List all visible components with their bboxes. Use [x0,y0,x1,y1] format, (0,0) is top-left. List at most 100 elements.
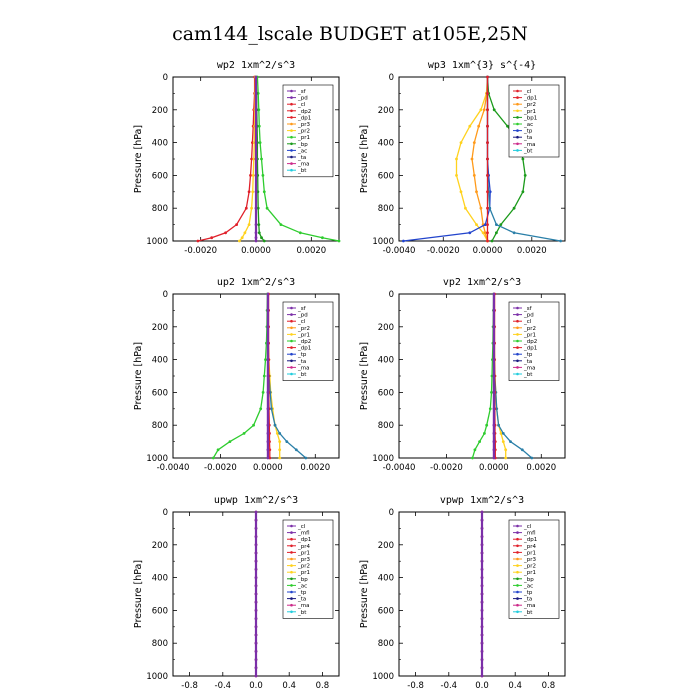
legend-marker [516,142,519,146]
legend-label: _cl [523,89,532,95]
legend-marker [290,584,293,587]
legend-marker [516,537,519,541]
legend-label: _mfl [297,531,310,537]
legend-label: _ta [297,597,306,603]
series-point [488,407,492,411]
series-point [266,358,270,361]
legend-marker [516,96,519,99]
series-point [480,674,484,678]
legend-label: _bt [523,372,533,378]
legend-marker [516,603,519,607]
series-point [512,206,516,210]
series-point [254,641,258,645]
series-cl [486,75,489,243]
series-point [492,391,496,394]
series-point [480,584,484,588]
series-point [480,527,484,530]
series-point [482,108,486,112]
x-tick-label: 0.0000 [241,246,271,256]
y-tick-label: 1000 [146,237,168,247]
x-tick-label: 0.0020 [517,246,547,256]
x-tick-label: 0.4 [508,681,522,691]
y-tick-label: 800 [152,639,168,649]
series-point [480,650,484,653]
series-point [266,374,270,378]
y-tick-label: 1000 [372,237,394,247]
legend-label: _ma [297,603,309,609]
legend-label: _pr4 [523,544,537,550]
series-point [483,432,486,435]
series-point [254,206,258,210]
legend-box [508,519,560,619]
series-point [294,448,298,452]
legend-label: _pr3 [297,122,311,128]
series-point [485,423,489,427]
series-point [480,592,484,596]
series-point [254,658,258,661]
series-point [266,341,270,345]
series-point [459,141,463,145]
legend-label: _tp [297,352,307,358]
legend-marker [516,590,519,594]
legend-label: _bp [297,142,308,148]
y-tick-label: 200 [152,106,168,116]
series-point [254,666,258,670]
series-point [486,190,489,194]
series-line [455,76,489,242]
legend-marker [290,346,293,349]
x-tick-label: 0.0020 [296,246,326,256]
legend-marker [516,352,519,356]
series-point [252,423,256,427]
y-tick-label: 600 [378,388,394,398]
series-point [254,231,258,235]
x-tick-label: 0.8 [316,681,330,691]
legend-label: _ma [297,365,309,371]
series-point [492,374,496,378]
series-point [240,236,244,240]
series-point [254,609,258,612]
y-tick-label: 600 [152,388,168,398]
x-tick-label: 0.0 [475,681,489,691]
legend-marker [516,610,519,614]
legend-label: _ta [523,359,532,365]
series-point [298,231,302,235]
legend-label: _sf [297,89,307,95]
x-tick-label: -0.0040 [383,463,416,473]
series-point [254,190,258,194]
series-point [285,440,289,443]
legend-marker [290,570,293,574]
legend-label: _dp2 [523,339,537,345]
series-point [266,440,270,443]
y-tick-label: 0 [163,508,168,518]
series-point [486,231,489,235]
legend-label: _cl [523,319,532,325]
series-point [278,432,282,435]
series-point [486,239,489,243]
series-point [506,124,509,128]
legend-marker [290,306,293,310]
panel-subtitle: vpwp 1xm^2/s^3 [440,495,524,506]
legend-label: _ac [523,583,533,589]
legend-label: _pr2 [523,102,536,108]
legend-marker [290,162,293,165]
series-point [521,157,525,161]
y-tick-label: 400 [152,574,168,584]
legend-marker [290,544,293,548]
y-tick-label: 400 [152,356,168,366]
legend-label: _ma [523,142,535,148]
legend-marker [290,352,293,356]
y-axis-label: Pressure [hPa] [359,125,370,193]
series-point [254,625,258,629]
legend-marker [290,102,293,106]
series-point [490,391,493,394]
series-point [238,239,241,243]
x-tick-label: 0.0020 [526,463,556,473]
legend-marker [290,359,293,363]
legend-marker [290,149,293,152]
y-tick-label: 400 [378,574,394,584]
legend-marker [290,333,293,336]
series-point [235,223,239,227]
series-point [486,75,489,79]
x-tick-label: -0.4 [441,681,458,691]
legend-marker [290,319,293,323]
